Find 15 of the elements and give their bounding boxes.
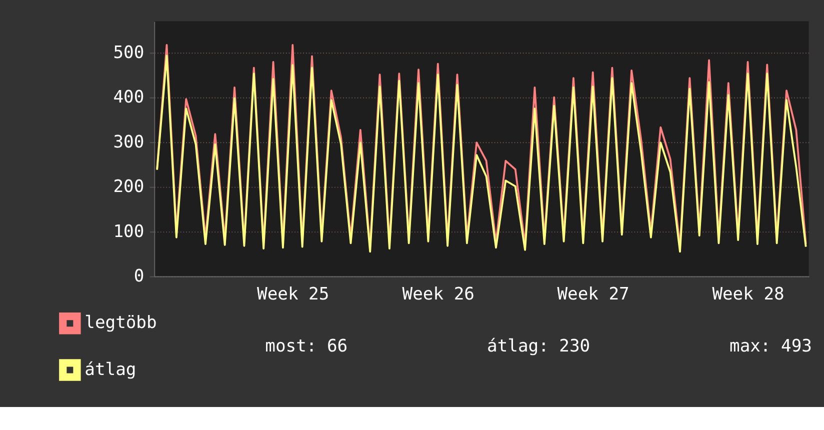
text: átlag: 230 (487, 336, 590, 356)
y-tick-label: 0 (134, 266, 144, 287)
x-tick-label: Week 25 (257, 284, 330, 305)
y-tick-label: 300 (113, 132, 144, 152)
y-tick-label: 500 (113, 42, 144, 63)
x-tick-label: Week 27 (557, 284, 630, 305)
x-tick-label: Week 26 (402, 284, 474, 305)
y-tick-label: 100 (113, 222, 144, 242)
legend-label: átlag (84, 360, 136, 380)
text: max: 493 (730, 336, 812, 356)
y-tick-label: 400 (113, 88, 144, 108)
x-tick-label: Week 28 (712, 284, 784, 305)
y-tick-label: 200 (113, 177, 144, 198)
text: most: 66 (265, 336, 348, 356)
legend-label: legtöbb (84, 313, 157, 334)
